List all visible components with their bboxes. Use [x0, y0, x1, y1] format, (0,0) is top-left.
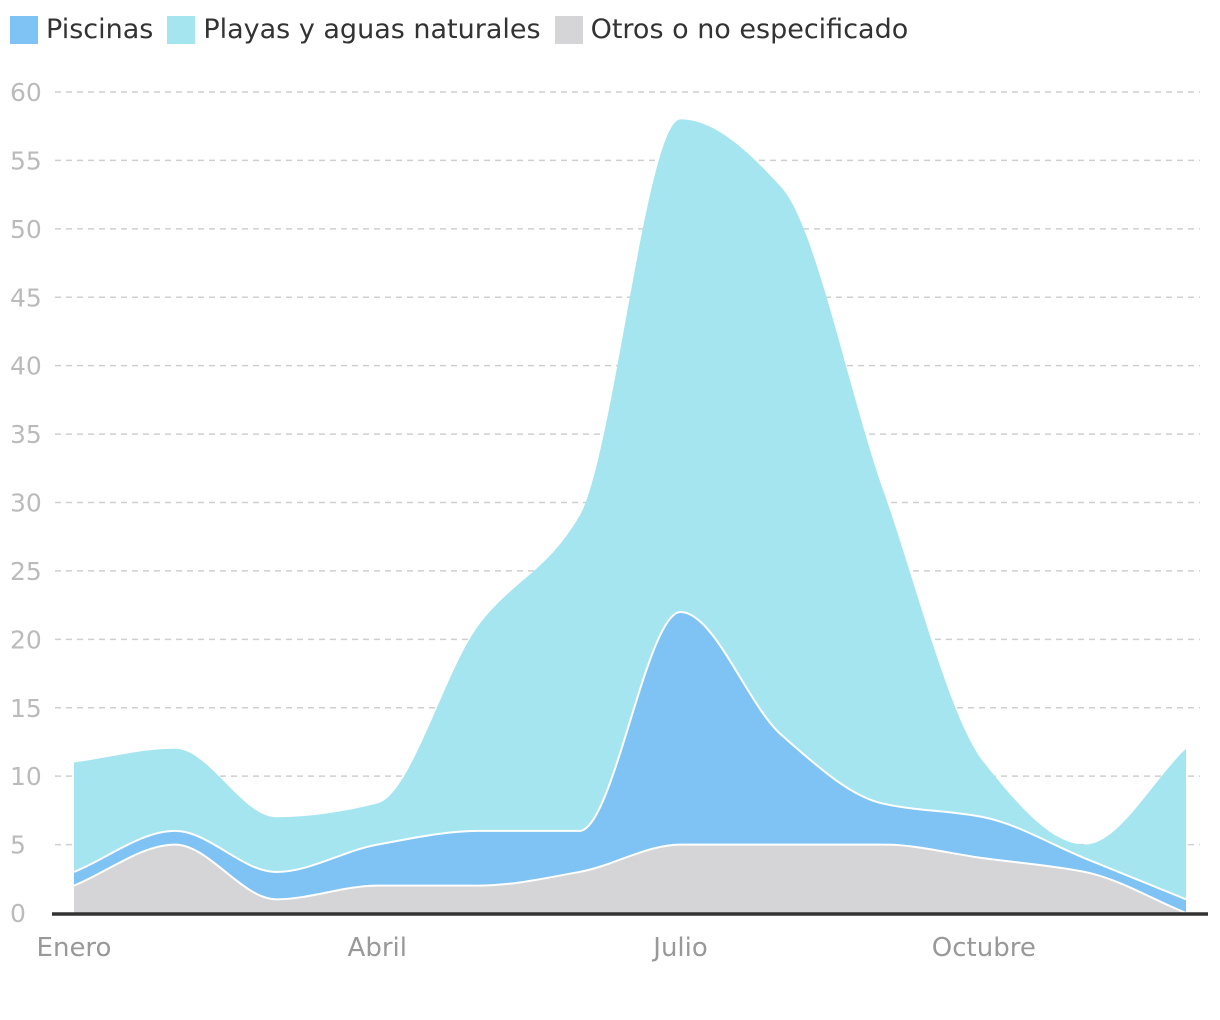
legend-label-piscinas: Piscinas	[46, 14, 154, 45]
area-piscinas	[74, 611, 1186, 913]
area-otros-o-no-especificado	[74, 844, 1186, 913]
legend-label-playas: Playas y aguas naturales	[203, 14, 541, 45]
x-tick-label-enero: Enero	[37, 933, 112, 963]
y-tick-label-10: 10	[10, 762, 42, 791]
x-tick-label-abril: Abril	[348, 933, 407, 963]
area-playas-y-aguas-naturales	[74, 119, 1186, 900]
legend-swatch-otros	[554, 15, 583, 44]
y-tick-label-55: 55	[10, 146, 42, 175]
y-tick-label-15: 15	[10, 694, 42, 723]
y-tick-label-20: 20	[10, 625, 42, 654]
legend-label-otros: Otros o no especificado	[590, 14, 909, 45]
y-tick-label-5: 5	[10, 831, 26, 860]
legend-swatch-playas	[167, 15, 196, 44]
y-axis-tick-labels: 0 5 10 15 20 25 30 35 40 45 50 55 60	[10, 78, 42, 928]
x-axis-tick-labels: Enero Abril Julio Octubre	[37, 933, 1036, 963]
y-tick-label-30: 30	[10, 489, 42, 518]
y-tick-label-60: 60	[10, 78, 42, 107]
x-tick-label-octubre: Octubre	[932, 933, 1036, 963]
legend-item-playas: Playas y aguas naturales	[167, 14, 541, 45]
series-areas	[73, 119, 1187, 914]
y-tick-label-0: 0	[10, 899, 26, 928]
y-tick-label-25: 25	[10, 557, 42, 586]
series-line-otros-o-no-especificado	[73, 843, 1187, 914]
y-tick-label-40: 40	[10, 352, 42, 381]
legend-item-otros: Otros o no especificado	[554, 14, 909, 45]
series-line-piscinas	[73, 610, 1187, 901]
y-tick-label-35: 35	[10, 420, 42, 449]
legend-item-piscinas: Piscinas	[10, 14, 153, 45]
chart-legend: Piscinas Playas y aguas naturales Otros …	[10, 14, 908, 45]
legend-swatch-piscinas	[10, 15, 38, 44]
y-tick-label-45: 45	[10, 283, 42, 312]
y-tick-label-50: 50	[10, 215, 42, 244]
x-tick-label-julio: Julio	[651, 933, 708, 963]
